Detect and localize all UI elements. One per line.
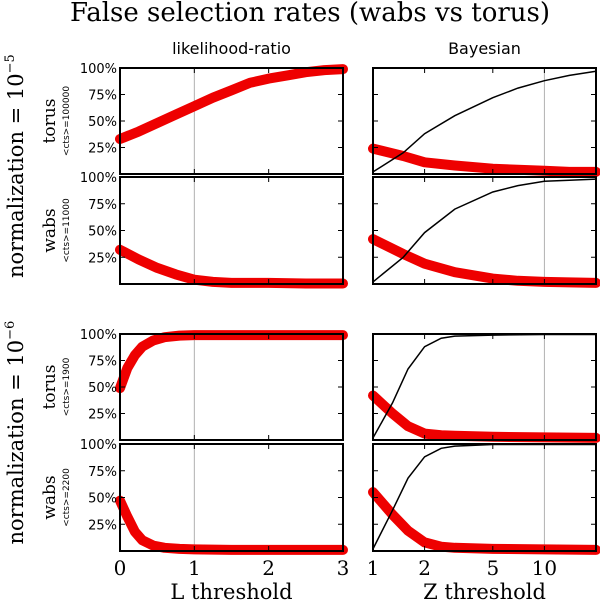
panel-r1-c0: 25% 50% 75% 100%	[80, 171, 348, 289]
false-selection-rate-line	[368, 390, 600, 443]
y-tick-label: 50%	[88, 115, 117, 130]
row-counts-label: <cts>=11000	[62, 198, 72, 263]
x-axis-label-0: L threshold	[170, 580, 292, 603]
row-counts-label: <cts>=2200	[62, 468, 72, 527]
panel-frame	[119, 443, 344, 552]
true-selection-rate-line	[372, 70, 597, 173]
false-selection-rate-line	[368, 143, 600, 177]
group-label-text: normalization = 10−6	[3, 321, 28, 545]
x-tick-label: 1	[188, 556, 201, 580]
x-tick-label: 3	[337, 556, 350, 580]
panel-frame	[119, 333, 344, 441]
panel-r0-c1	[368, 67, 600, 177]
y-tick-label: 100%	[80, 62, 117, 77]
panel-r3-c1	[368, 443, 600, 555]
row-counts-label: <cts>=1900	[62, 357, 72, 416]
y-tick-label: 100%	[80, 438, 117, 453]
y-tick-label: 25%	[88, 251, 117, 266]
false-selection-rate-line	[115, 330, 348, 394]
row-label-1: wabs <cts>=11000	[40, 198, 72, 263]
x-axis-label-1: Z threshold	[423, 580, 546, 603]
true-selection-rate-line	[372, 178, 597, 283]
panel-r2-c0: 25% 50% 75% 100%	[80, 328, 348, 441]
row-label-0: torus <cts>=100000	[40, 86, 72, 156]
y-tick-label: 100%	[80, 328, 117, 343]
row-model-label: wabs	[40, 208, 60, 252]
y-tick-label: 75%	[88, 465, 117, 480]
group-label-text: normalization = 10−5	[3, 54, 28, 278]
false-selection-rate-line	[368, 234, 600, 288]
false-selection-rate-line	[115, 495, 348, 555]
row-label-2: torus <cts>=1900	[40, 357, 72, 416]
x-tick-label: 10	[532, 556, 557, 580]
x-tick-label: 0	[114, 556, 127, 580]
group-label-1: normalization = 10−6	[3, 321, 28, 545]
column-title-0: likelihood-ratio	[172, 39, 291, 58]
y-tick-label: 25%	[88, 142, 117, 157]
panel-frame	[372, 176, 597, 285]
y-tick-label: 100%	[80, 171, 117, 186]
row-model-label: torus	[40, 365, 60, 410]
group-label-0: normalization = 10−5	[3, 54, 28, 278]
panel-r1-c1	[368, 176, 600, 288]
y-tick-label: 75%	[88, 355, 117, 370]
y-tick-label: 25%	[88, 408, 117, 423]
panel-r0-c0: 25% 50% 75% 100%	[80, 62, 348, 175]
panel-r3-c0: 25% 50% 75% 100%	[80, 438, 348, 555]
x-tick-label: 1	[367, 556, 380, 580]
chart-title: False selection rates (wabs vs torus)	[70, 0, 550, 28]
row-model-label: torus	[40, 99, 60, 144]
false-selection-rate-line	[115, 64, 348, 144]
row-counts-label: <cts>=100000	[62, 86, 72, 156]
y-tick-label: 75%	[88, 198, 117, 213]
x-tick-label: 2	[418, 556, 431, 580]
x-tick-label: 5	[486, 556, 499, 580]
panel-r2-c1	[368, 333, 600, 443]
y-tick-label: 75%	[88, 89, 117, 104]
false-selection-rate-line	[115, 244, 348, 289]
row-label-3: wabs <cts>=2200	[40, 468, 72, 527]
column-title-1: Bayesian	[448, 39, 521, 58]
y-tick-label: 50%	[88, 225, 117, 240]
y-tick-label: 50%	[88, 381, 117, 396]
y-tick-label: 50%	[88, 492, 117, 507]
row-model-label: wabs	[40, 475, 60, 519]
false-selection-rate-line	[368, 487, 600, 555]
x-tick-label: 2	[262, 556, 275, 580]
y-tick-label: 25%	[88, 518, 117, 533]
